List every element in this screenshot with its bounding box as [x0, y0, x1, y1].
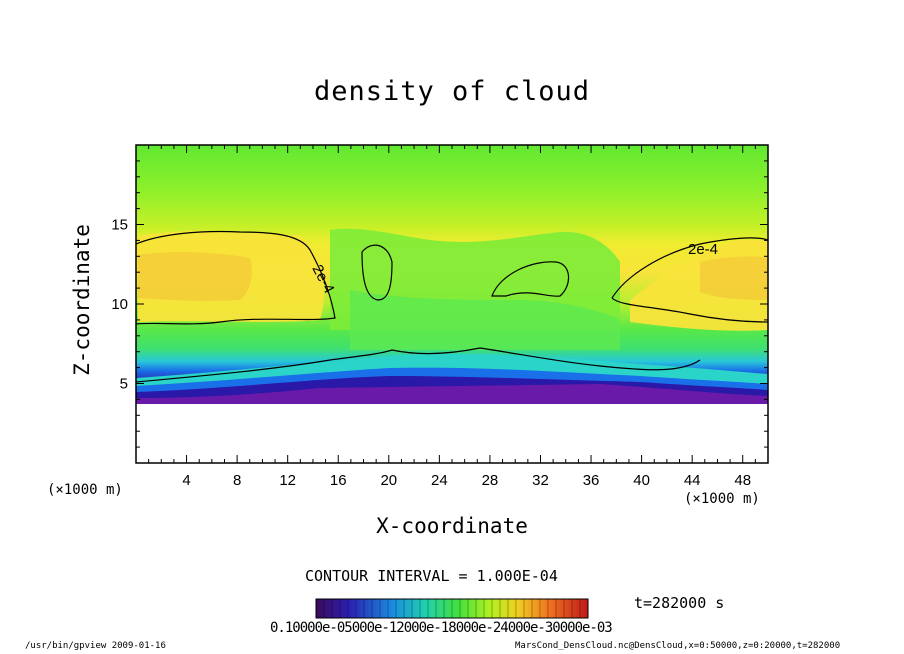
contour-interval-text: CONTOUR INTERVAL = 1.000E-04 — [305, 567, 558, 585]
x-tick-label: 12 — [279, 472, 296, 489]
y-tick-label: 15 — [111, 217, 128, 234]
x-tick-label: 28 — [482, 472, 499, 489]
chart-title: density of cloud — [313, 76, 591, 107]
z-unit-label: (×1000 m) — [47, 482, 123, 498]
colorbar — [315, 598, 589, 619]
footer-program-date: /usr/bin/gpview 2009-01-16 — [25, 641, 166, 651]
contour-label: 2e-4 — [688, 241, 718, 258]
x-tick-label: 32 — [532, 472, 549, 489]
x-unit-label: (×1000 m) — [684, 491, 760, 507]
x-axis-label: X-coordinate — [376, 514, 528, 538]
x-tick-label: 8 — [233, 472, 241, 489]
colorbar-tick-labels: 0.10000e-05000e-12000e-18000e-24000e-300… — [270, 620, 613, 636]
y-tick-label: 10 — [111, 296, 128, 313]
x-tick-label: 20 — [380, 472, 397, 489]
y-axis-label: Z-coordinate — [70, 224, 94, 376]
x-tick-label: 44 — [684, 472, 701, 489]
x-tick-label: 16 — [330, 472, 347, 489]
x-tick-label: 36 — [583, 472, 600, 489]
contour-lines — [135, 230, 769, 383]
x-tick-label: 40 — [633, 472, 650, 489]
x-tick-label: 48 — [734, 472, 751, 489]
heatmap-field — [136, 145, 768, 463]
x-tick-label: 4 — [182, 472, 190, 489]
x-tick-label: 24 — [431, 472, 448, 489]
time-label: t=282000 s — [634, 594, 725, 612]
y-tick-label: 5 — [120, 376, 128, 393]
footer-source: MarsCond_DensCloud.nc@DensCloud,x=0:5000… — [515, 641, 841, 651]
